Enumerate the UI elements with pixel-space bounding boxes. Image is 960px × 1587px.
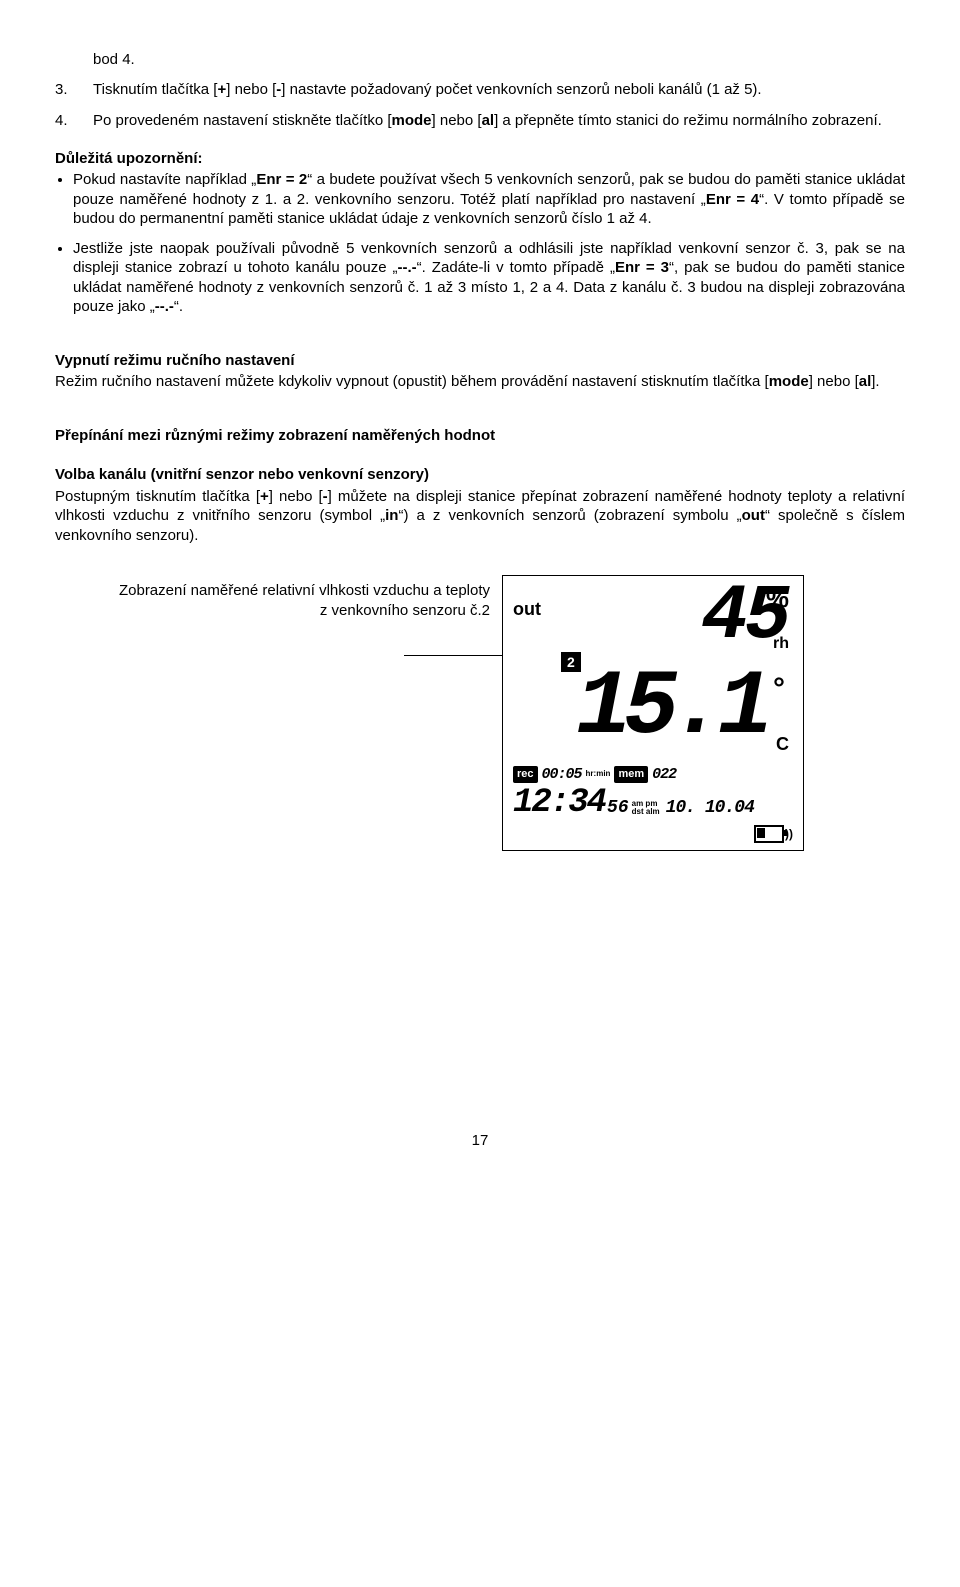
t: al — [859, 373, 872, 390]
section-channel-title: Volba kanálu (vnitřní senzor nebo venkov… — [55, 465, 905, 485]
lcd-rec-row: rec 00:05 hr:min mem 022 — [513, 765, 793, 785]
t: ] nebo [ — [226, 81, 276, 98]
t: Zobrazení naměřené relativní vlhkosti vz… — [119, 582, 490, 599]
note-2: Jestliže jste naopak používali původně 5… — [73, 239, 905, 317]
page-number: 17 — [55, 1131, 905, 1151]
figure-row: Zobrazení naměřené relativní vlhkosti vz… — [55, 575, 905, 851]
t: Enr = 2 — [256, 171, 307, 188]
t: “. — [174, 298, 183, 315]
rec-time: 00:05 — [542, 765, 582, 785]
step-3: 3. Tisknutím tlačítka [+] nebo [-] nasta… — [55, 80, 905, 100]
mem-value: 022 — [652, 765, 676, 785]
battery-icon — [754, 825, 784, 843]
step-3-number: 3. — [55, 80, 93, 100]
t: ] nebo [ — [809, 373, 859, 390]
section-switch-title: Přepínání mezi různými režimy zobrazení … — [55, 426, 905, 446]
al-key: al — [482, 112, 495, 129]
step-4-body: Po provedeném nastavení stiskněte tlačít… — [93, 111, 905, 131]
t: dst alm — [632, 807, 660, 816]
notes-list: Pokud nastavíte například „Enr = 2“ a bu… — [55, 170, 905, 317]
t: Režim ručního nastavení můžete kdykoliv … — [55, 373, 769, 390]
t: “) a z venkovních senzorů (zobrazení sym… — [398, 507, 741, 524]
t: Po provedeném nastavení stiskněte tlačít… — [93, 112, 392, 129]
plus-key: + — [217, 81, 226, 98]
mode-key: mode — [392, 112, 432, 129]
t: + — [260, 488, 269, 505]
lcd-temp-row: 15.1 ° C — [513, 669, 793, 759]
ampm-dst-alm: am pm dst alm — [632, 800, 660, 820]
t: Tisknutím tlačítka [ — [93, 81, 217, 98]
prelude-text: bod 4. — [93, 50, 905, 70]
t: ] a přepněte tímto stanici do režimu nor… — [494, 112, 882, 129]
section-off-title: Vypnutí režimu ručního nastavení — [55, 351, 905, 371]
degree-icon: ° — [773, 669, 785, 708]
t: in — [385, 507, 398, 524]
t: out — [742, 507, 765, 524]
percent-icon: % — [766, 582, 789, 616]
t: --.- — [398, 259, 417, 276]
t: Enr = 3 — [615, 259, 669, 276]
time-value: 12:34 — [513, 786, 605, 820]
lcd-humidity-row: out 45 % rh — [513, 584, 793, 650]
celsius-label: C — [776, 733, 789, 756]
rec-tag: rec — [513, 766, 538, 782]
t: ] nebo [ — [269, 488, 323, 505]
step-3-body: Tisknutím tlačítka [+] nebo [-] nastavte… — [93, 80, 905, 100]
t: ] nebo [ — [432, 112, 482, 129]
temperature-value: 15.1 — [576, 669, 765, 747]
t: Enr = 4 — [706, 191, 759, 208]
rh-label: rh — [773, 634, 789, 655]
t: Postupným tisknutím tlačítka [ — [55, 488, 260, 505]
date-value: 10. 10.04 — [666, 797, 754, 820]
lcd-display: out 45 % rh 2 15.1 ° C rec 00:05hr:min m… — [502, 575, 804, 851]
step-4: 4. Po provedeném nastavení stiskněte tla… — [55, 111, 905, 131]
t: --.- — [155, 298, 174, 315]
lcd-time-row: 12:34 56 am pm dst alm 10. 10.04 — [513, 786, 793, 820]
mem-tag: mem — [614, 766, 648, 782]
t: ] nastavte požadovaný počet venkovních s… — [281, 81, 761, 98]
section-channel-body: Postupným tisknutím tlačítka [+] nebo [-… — [55, 487, 905, 546]
seconds-value: 56 — [607, 797, 629, 820]
out-label: out — [513, 598, 541, 621]
hr-min-label: hr:min — [586, 769, 611, 779]
t: “. Zadáte-li v tomto případě „ — [417, 259, 615, 276]
lcd-battery-row: )) — [513, 824, 793, 844]
t: Pokud nastavíte například „ — [73, 171, 256, 188]
t: ]. — [871, 373, 879, 390]
section-off-body: Režim ručního nastavení můžete kdykoliv … — [55, 372, 905, 392]
lead-line-icon — [404, 599, 503, 656]
notes-title: Důležitá upozornění: — [55, 149, 905, 169]
note-1: Pokud nastavíte například „Enr = 2“ a bu… — [73, 170, 905, 229]
t: mode — [769, 373, 809, 390]
step-4-number: 4. — [55, 111, 93, 131]
